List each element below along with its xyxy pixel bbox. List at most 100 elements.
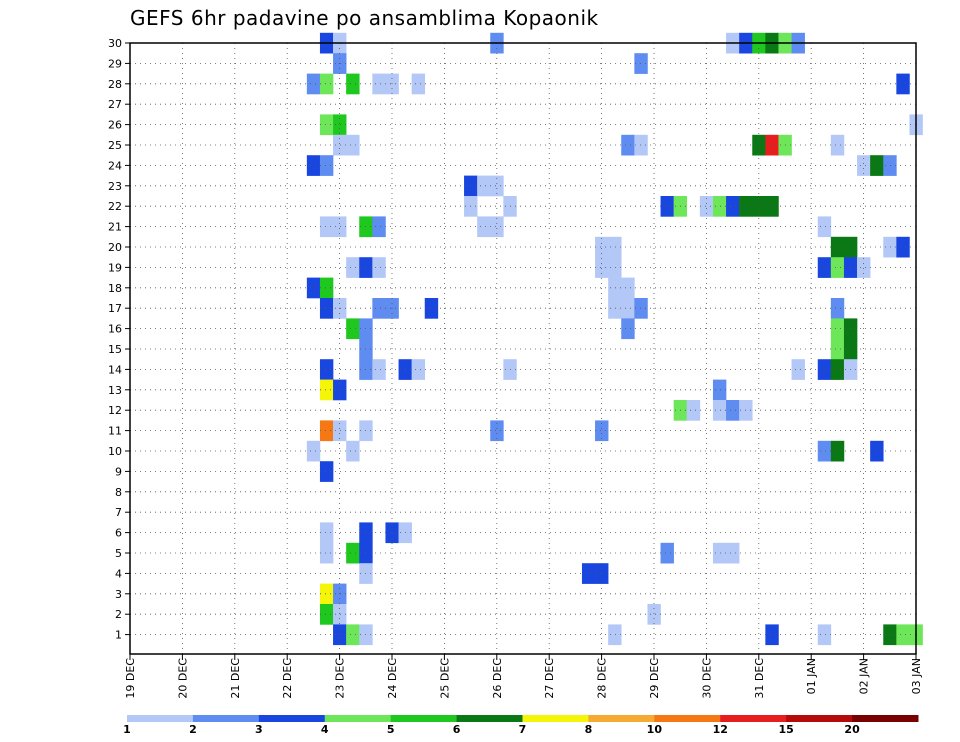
colorbar-swatch	[127, 715, 194, 722]
precip-cell	[660, 542, 674, 564]
precip-cell	[712, 379, 727, 401]
x-tick-label: 21 DEC	[229, 658, 242, 699]
precip-cell	[883, 236, 897, 258]
precip-cell	[490, 420, 504, 442]
y-tick-label: 16	[108, 323, 122, 336]
precip-cell	[319, 298, 334, 319]
precip-cell	[411, 73, 426, 95]
precip-cell	[830, 359, 845, 380]
precip-cell	[830, 318, 845, 340]
precip-cell	[647, 604, 661, 625]
grid-layer	[130, 42, 916, 654]
precip-cell	[765, 196, 779, 217]
y-tick-label: 27	[108, 98, 122, 111]
x-tick-label: 26 DEC	[491, 658, 504, 699]
precip-cell	[372, 73, 386, 95]
precip-cell	[726, 542, 740, 564]
plot-frame	[129, 42, 917, 655]
y-tick-label: 18	[108, 282, 122, 295]
precip-cell	[319, 114, 334, 136]
precip-cell	[372, 257, 386, 278]
precip-cell	[319, 461, 334, 482]
precip-cell	[634, 298, 648, 319]
precip-cell	[595, 257, 609, 278]
precip-cell	[830, 236, 845, 258]
precip-cell	[765, 134, 779, 156]
y-tick-label: 4	[115, 567, 122, 580]
precip-cell	[333, 379, 347, 401]
y-tick-label: 19	[108, 261, 122, 274]
precip-cell	[595, 420, 609, 442]
colorbar-label: 6	[453, 723, 461, 736]
y-tick-label: 7	[115, 506, 122, 519]
precip-cell	[621, 318, 635, 340]
colorbar-swatch	[852, 715, 919, 722]
colorbar-swatch	[588, 715, 655, 722]
precip-cell	[712, 196, 727, 217]
precip-cell	[333, 114, 347, 136]
colorbar-swatch	[522, 715, 589, 722]
y-tick-label: 3	[115, 588, 122, 601]
y-tick-label: 25	[108, 139, 122, 152]
y-tick-label: 15	[108, 343, 122, 356]
precip-cell	[319, 277, 334, 299]
precip-cell	[385, 522, 399, 544]
y-tick-label: 23	[108, 180, 122, 193]
y-tick-label: 30	[108, 37, 122, 50]
precip-cell	[634, 53, 648, 74]
y-tick-label: 13	[108, 384, 122, 397]
x-tick-label: 19 DEC	[124, 658, 137, 699]
y-tick-label: 14	[108, 363, 122, 376]
precip-cell	[712, 400, 727, 421]
precip-cell	[830, 338, 845, 360]
y-tick-label: 2	[115, 608, 122, 621]
precip-cell	[319, 216, 334, 238]
precip-cell	[608, 298, 622, 319]
precip-cell	[857, 155, 871, 176]
colorbar-label: 12	[713, 723, 728, 736]
precip-cell	[726, 400, 740, 421]
precip-cell	[346, 318, 360, 340]
colorbar-swatch	[456, 715, 523, 722]
y-tick-label: 8	[115, 486, 122, 499]
x-tick-label: 20 DEC	[176, 658, 189, 699]
precip-cell	[791, 359, 805, 380]
y-tick-label: 17	[108, 302, 122, 315]
x-tick-label: 01 JAN	[805, 658, 818, 694]
precip-cell	[477, 216, 491, 238]
y-tick-label: 5	[115, 547, 122, 560]
precip-cell	[333, 604, 347, 625]
colorbar-label: 5	[387, 723, 395, 736]
precip-cell	[634, 134, 648, 156]
precip-cell	[830, 257, 845, 278]
colorbar-legend: 1 2 3 4 5 6 7 8 10 12 15 20	[123, 715, 919, 736]
precip-cell	[319, 420, 334, 442]
y-tick-label: 29	[108, 57, 122, 70]
precip-cell	[424, 298, 439, 319]
precip-cell	[333, 216, 347, 238]
precip-cell	[333, 420, 347, 442]
cells-layer	[306, 32, 923, 646]
y-tick-label: 22	[108, 200, 122, 213]
precip-cell	[372, 359, 386, 380]
precip-cell	[319, 583, 334, 605]
colorbar-label: 3	[255, 723, 263, 736]
precip-cell	[896, 236, 910, 258]
precip-cell	[346, 73, 360, 95]
precip-cell	[817, 624, 832, 646]
colorbar-swatch	[390, 715, 458, 722]
precip-cell	[712, 542, 727, 564]
precip-cell	[660, 196, 674, 217]
precip-cell	[765, 624, 779, 646]
x-tick-label: 30 DEC	[700, 658, 713, 699]
precip-cell	[608, 624, 622, 646]
precip-cell	[817, 440, 832, 462]
precip-cell	[870, 155, 884, 176]
precip-cell	[621, 134, 635, 156]
precip-cell	[306, 73, 321, 95]
precip-cell	[346, 624, 360, 646]
chart-title: GEFS 6hr padavine po ansamblima Kopaonik	[130, 6, 599, 30]
precip-cell	[490, 216, 504, 238]
precip-cell	[372, 298, 386, 319]
